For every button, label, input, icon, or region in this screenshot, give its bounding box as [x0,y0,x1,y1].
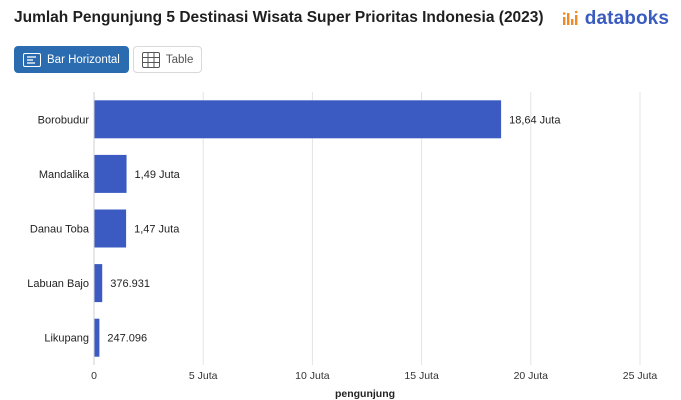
x-tick-label: 25 Juta [623,370,658,382]
databoks-logo[interactable]: databoks [562,8,669,30]
tab-table-label: Table [165,53,194,66]
x-tick-label: 5 Juta [189,370,218,382]
tab-table[interactable]: Table [132,46,203,73]
x-tick-label: 0 [91,370,97,382]
category-label: Borobudur [38,114,90,126]
category-label: Labuan Bajo [27,278,89,290]
table-grid-icon [141,51,160,68]
bar [94,318,100,357]
logo-text: databoks [584,8,669,29]
bar [94,209,127,248]
tab-bar-horizontal[interactable]: Bar Horizontal [14,46,129,73]
bar-chart-icon [23,52,41,67]
category-label: Likupang [44,333,89,345]
x-tick-label: 10 Juta [295,370,330,382]
category-label: Mandalika [39,169,90,181]
data-label: 376.931 [110,278,150,290]
databoks-bars-icon [562,10,578,25]
data-label: 247.096 [107,333,147,345]
bar [94,100,502,139]
tab-bar-horizontal-label: Bar Horizontal [47,53,120,66]
view-tabs: Bar Horizontal Table [14,46,203,73]
chart-title: Jumlah Pengunjung 5 Destinasi Wisata Sup… [14,9,544,26]
category-label: Danau Toba [30,224,90,236]
x-tick-label: 20 Juta [514,370,549,382]
data-label: 18,64 Juta [509,114,561,126]
data-label: 1,49 Juta [135,169,181,181]
x-tick-label: 15 Juta [404,370,439,382]
x-axis-title: pengunjung [335,388,395,400]
data-label: 1,47 Juta [134,224,180,236]
bar [94,154,127,193]
bar [94,264,103,303]
